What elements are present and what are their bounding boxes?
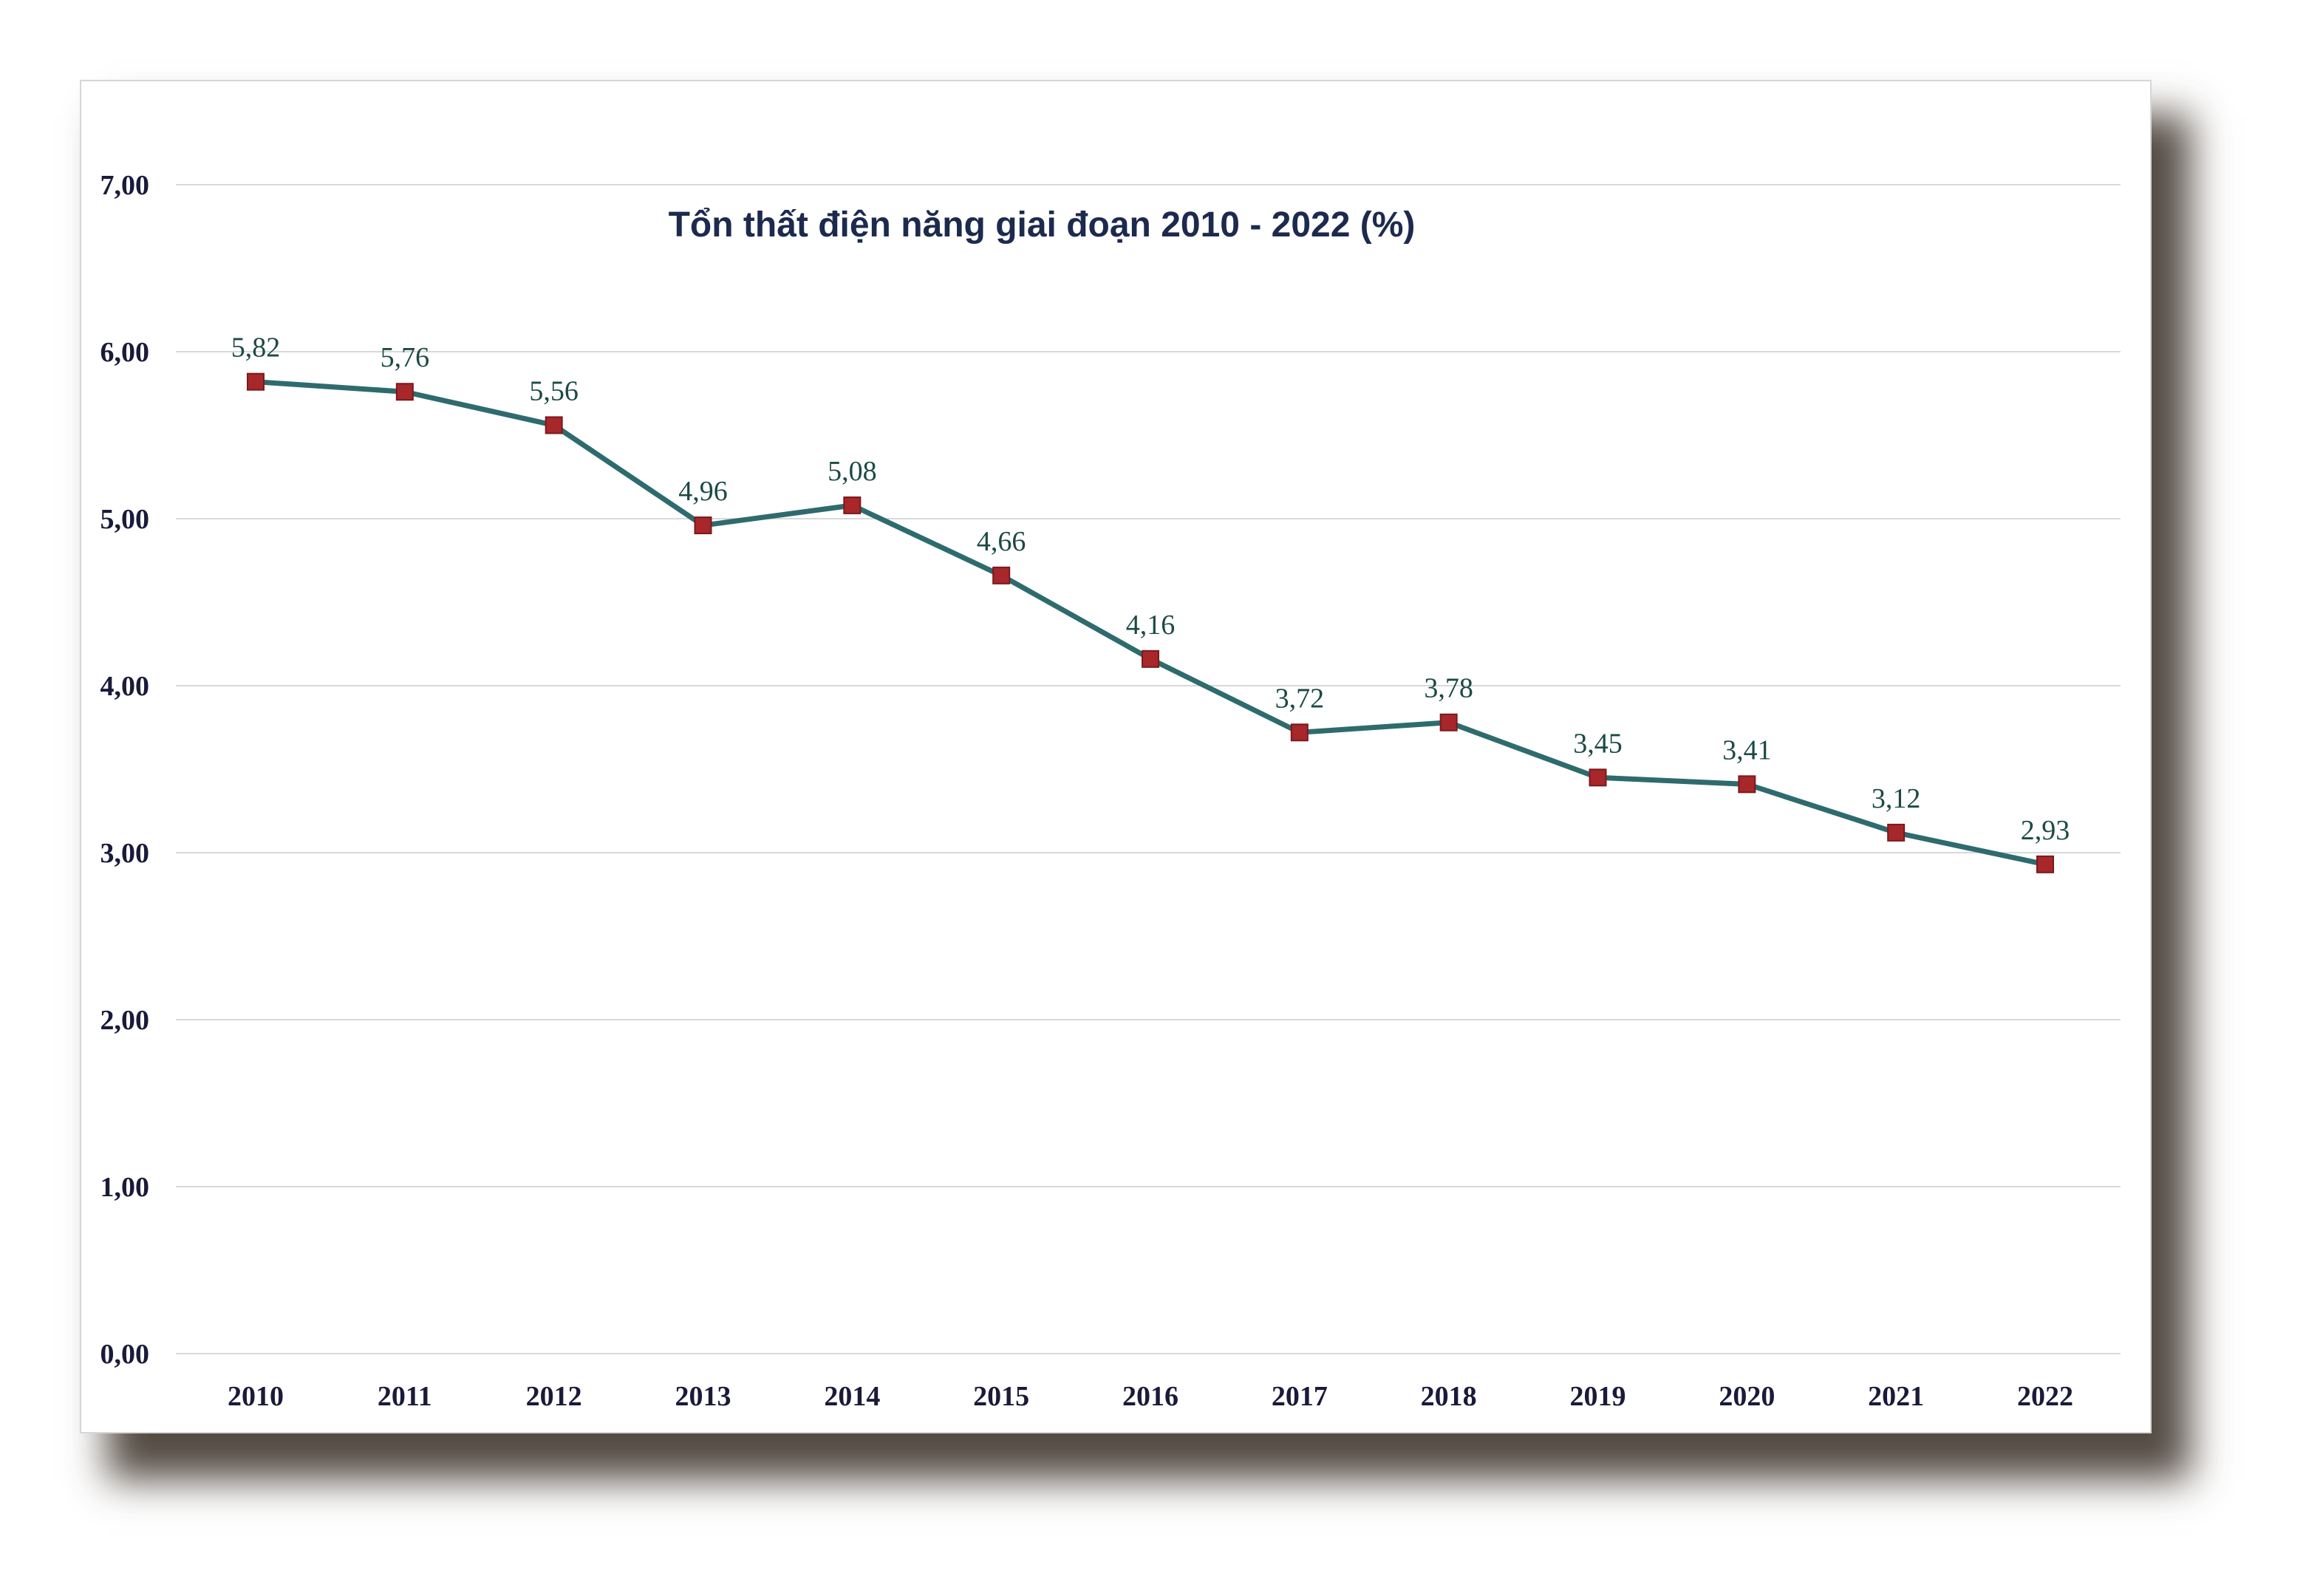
- y-tick-label: 5,00: [100, 504, 150, 535]
- data-point-marker: [843, 496, 862, 514]
- x-tick-label: 2016: [1122, 1381, 1178, 1412]
- x-tick-label: 2017: [1272, 1381, 1328, 1412]
- series-markers: [247, 372, 2054, 873]
- data-label: 2,93: [2021, 815, 2070, 846]
- data-point-marker: [694, 516, 712, 535]
- data-label: 5,76: [381, 342, 430, 373]
- x-tick-label: 2013: [675, 1381, 731, 1412]
- data-label: 3,45: [1573, 728, 1623, 759]
- chart-title: Tổn thất điện năng giai đoạn 2010 - 2022…: [669, 205, 1416, 245]
- data-label: 3,78: [1424, 673, 1473, 704]
- y-tick-label: 4,00: [100, 671, 150, 702]
- data-label: 3,72: [1275, 683, 1325, 714]
- data-label: 5,82: [231, 332, 281, 364]
- data-point-marker: [2036, 855, 2054, 873]
- x-tick-label: 2021: [1868, 1381, 1924, 1412]
- x-tick-label: 2018: [1421, 1381, 1477, 1412]
- data-label: 4,96: [678, 476, 728, 507]
- data-point-marker: [247, 372, 265, 391]
- x-tick-label: 2010: [228, 1381, 284, 1412]
- chart-panel: 0,00 1,00 2,00 3,00 4,00 5,00 6,00 7,00 2010 201…: [80, 80, 2152, 1433]
- data-point-marker: [1142, 649, 1159, 668]
- x-tick-label: 2014: [824, 1381, 880, 1412]
- data-point-marker: [1738, 775, 1756, 794]
- data-label: 5,08: [828, 456, 877, 487]
- y-tick-label: 2,00: [100, 1005, 150, 1036]
- x-tick-label: 2012: [526, 1381, 582, 1412]
- data-point-marker: [1887, 823, 1906, 842]
- x-tick-label: 2019: [1570, 1381, 1626, 1412]
- data-label: 3,41: [1722, 734, 1772, 765]
- y-tick-label: 0,00: [100, 1339, 150, 1370]
- x-tick-label: 2022: [2017, 1381, 2073, 1412]
- data-label: 4,16: [1126, 610, 1176, 641]
- data-label: 3,12: [1872, 783, 1921, 814]
- data-point-marker: [992, 566, 1011, 584]
- data-point-marker: [395, 383, 414, 401]
- data-point-marker: [545, 416, 563, 434]
- x-axis-tick-labels: 2010 2011 2012 2013 2014 2015 2016 2017 2018 2019…: [228, 1381, 2073, 1412]
- y-axis-tick-labels: 0,00 1,00 2,00 3,00 4,00 5,00 6,00 7,00: [100, 170, 150, 1370]
- x-tick-label: 2011: [378, 1381, 432, 1412]
- data-point-marker: [1439, 713, 1458, 732]
- data-label: 5,56: [529, 375, 579, 406]
- y-tick-label: 3,00: [100, 838, 150, 869]
- line-chart: 0,001,002,003,004,005,006,007,00 2010 201…: [100, 170, 2121, 1412]
- x-tick-label: 2020: [1719, 1381, 1775, 1412]
- gridlines: [176, 184, 2121, 1354]
- y-tick-label: 7,00: [100, 170, 150, 201]
- y-tick-label: 1,00: [100, 1172, 150, 1203]
- x-tick-label: 2015: [973, 1381, 1029, 1412]
- data-point-marker: [1290, 723, 1309, 742]
- data-labels: 5,82 5,76 5,56 4,96 5,08 4,66 4,16 3,72 3,78 3,45…: [231, 332, 2070, 846]
- data-point-marker: [1589, 768, 1607, 787]
- y-tick-label: 6,00: [100, 337, 150, 368]
- data-label: 4,66: [977, 526, 1026, 557]
